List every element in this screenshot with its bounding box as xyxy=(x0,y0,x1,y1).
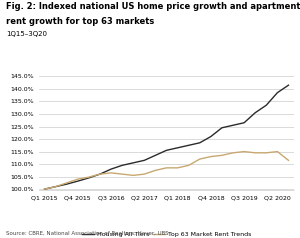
Text: Fig. 2: Indexed national US home price growth and apartment: Fig. 2: Indexed national US home price g… xyxy=(6,2,300,11)
Text: 1Q15–3Q20: 1Q15–3Q20 xyxy=(6,31,47,37)
Text: rent growth for top 63 markets: rent growth for top 63 markets xyxy=(6,17,154,26)
Legend: Housing All Tiers, Top 63 Market Rent Trends: Housing All Tiers, Top 63 Market Rent Tr… xyxy=(79,229,254,238)
Text: Source: CBRE, National Association of Realtors, Haver, UBS: Source: CBRE, National Association of Re… xyxy=(6,231,169,236)
